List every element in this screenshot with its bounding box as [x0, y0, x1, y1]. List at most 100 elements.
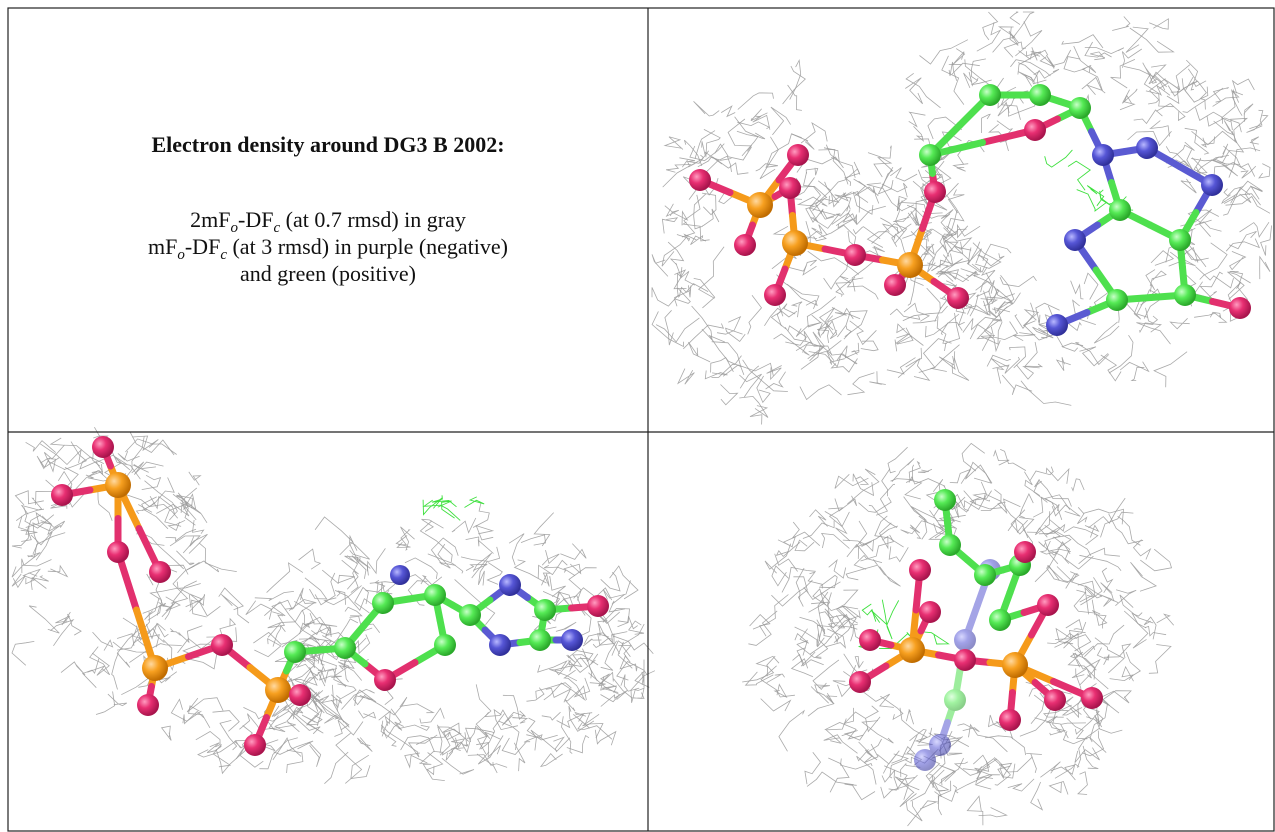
density-mesh — [983, 12, 998, 40]
density-mesh — [1092, 600, 1106, 629]
density-mesh — [983, 244, 1011, 261]
density-mesh — [711, 358, 734, 373]
atom — [372, 592, 394, 614]
density-mesh — [848, 373, 875, 395]
density-mesh — [890, 168, 917, 181]
density-mesh — [1149, 645, 1171, 674]
caption-text: 2mF — [190, 207, 230, 232]
density-mesh — [985, 736, 1026, 755]
density-mesh — [662, 218, 677, 234]
density-mesh — [1126, 300, 1140, 319]
density-mesh — [1154, 352, 1187, 388]
atom — [244, 734, 266, 756]
density-mesh — [601, 572, 620, 591]
density-mesh — [293, 667, 317, 685]
atom — [374, 669, 396, 691]
density-mesh — [1124, 611, 1148, 648]
density-mesh — [193, 520, 204, 534]
density-mesh — [32, 576, 49, 589]
density-mesh — [726, 328, 746, 341]
density-mesh — [118, 451, 140, 461]
density-mesh — [166, 529, 196, 541]
atom — [137, 694, 159, 716]
density-mesh — [150, 496, 175, 514]
density-mesh — [246, 601, 272, 620]
density-mesh — [189, 472, 201, 485]
atom — [844, 244, 866, 266]
atom — [1044, 689, 1066, 711]
atom — [561, 629, 583, 651]
density-mesh — [666, 165, 691, 173]
density-mesh — [845, 311, 867, 337]
density-mesh — [694, 278, 715, 308]
density-mesh — [196, 732, 220, 747]
density-mesh — [420, 708, 445, 723]
density-mesh — [878, 146, 893, 172]
density-mesh — [792, 302, 802, 317]
density-mesh — [699, 247, 724, 299]
density-mesh — [1082, 731, 1104, 756]
density-mesh — [345, 607, 362, 616]
density-mesh — [757, 376, 770, 403]
density-mesh — [918, 469, 932, 472]
atom — [782, 230, 808, 256]
density-mesh — [877, 751, 899, 774]
density-mesh — [61, 662, 85, 675]
density-mesh — [421, 576, 442, 585]
density-mesh — [812, 228, 826, 241]
density-mesh — [796, 178, 826, 206]
density-mesh — [890, 309, 920, 319]
atom — [265, 677, 291, 703]
density-mesh — [1053, 535, 1091, 556]
density-mesh — [656, 318, 699, 342]
density-mesh — [48, 566, 68, 577]
density-mesh — [1150, 271, 1166, 286]
density-mesh — [1231, 118, 1247, 141]
density-mesh — [170, 629, 180, 636]
density-mesh — [702, 209, 719, 226]
atom — [947, 287, 969, 309]
density-mesh — [674, 270, 686, 289]
density-mesh — [783, 66, 806, 104]
density-mesh — [527, 718, 557, 740]
density-mesh — [835, 496, 857, 511]
density-mesh — [779, 711, 804, 752]
density-mesh — [560, 544, 586, 560]
density-mesh — [112, 653, 119, 690]
caption-text: -DF — [185, 234, 220, 259]
density-mesh — [771, 107, 791, 135]
density-mesh — [1146, 270, 1155, 293]
density-mesh — [760, 137, 778, 179]
density-mesh — [694, 101, 720, 116]
density-mesh — [1240, 222, 1270, 237]
density-mesh — [1149, 19, 1168, 29]
density-mesh — [1078, 772, 1087, 795]
caption-text: mF — [148, 234, 177, 259]
density-mesh — [818, 316, 833, 338]
density-mesh — [357, 738, 372, 752]
density-mesh — [542, 712, 561, 720]
density-mesh — [1101, 512, 1134, 537]
density-mesh — [801, 345, 820, 369]
atom — [779, 177, 801, 199]
density-mesh — [618, 645, 631, 662]
density-mesh — [267, 563, 303, 593]
density-mesh — [302, 610, 315, 626]
density-mesh — [1143, 63, 1157, 84]
atom — [1037, 594, 1059, 616]
density-mesh — [1067, 718, 1088, 739]
density-mesh — [882, 469, 890, 497]
density-mesh — [1027, 504, 1059, 532]
density-mesh — [861, 690, 894, 708]
density-mesh — [179, 584, 201, 608]
atom — [909, 559, 931, 581]
density-mesh — [946, 247, 971, 268]
density-mesh — [19, 516, 32, 542]
atom — [390, 565, 410, 585]
density-mesh — [668, 242, 683, 265]
density-mesh — [192, 595, 207, 617]
density-mesh — [1068, 161, 1090, 190]
density-mesh — [991, 358, 1008, 383]
density-mesh — [315, 517, 353, 555]
atom — [105, 472, 131, 498]
